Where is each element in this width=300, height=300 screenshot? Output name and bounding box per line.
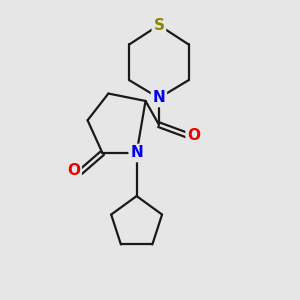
Text: S: S [153,18,164,33]
Text: O: O [187,128,200,142]
Text: N: N [152,91,165,106]
Text: O: O [67,163,80,178]
Text: N: N [130,146,143,160]
